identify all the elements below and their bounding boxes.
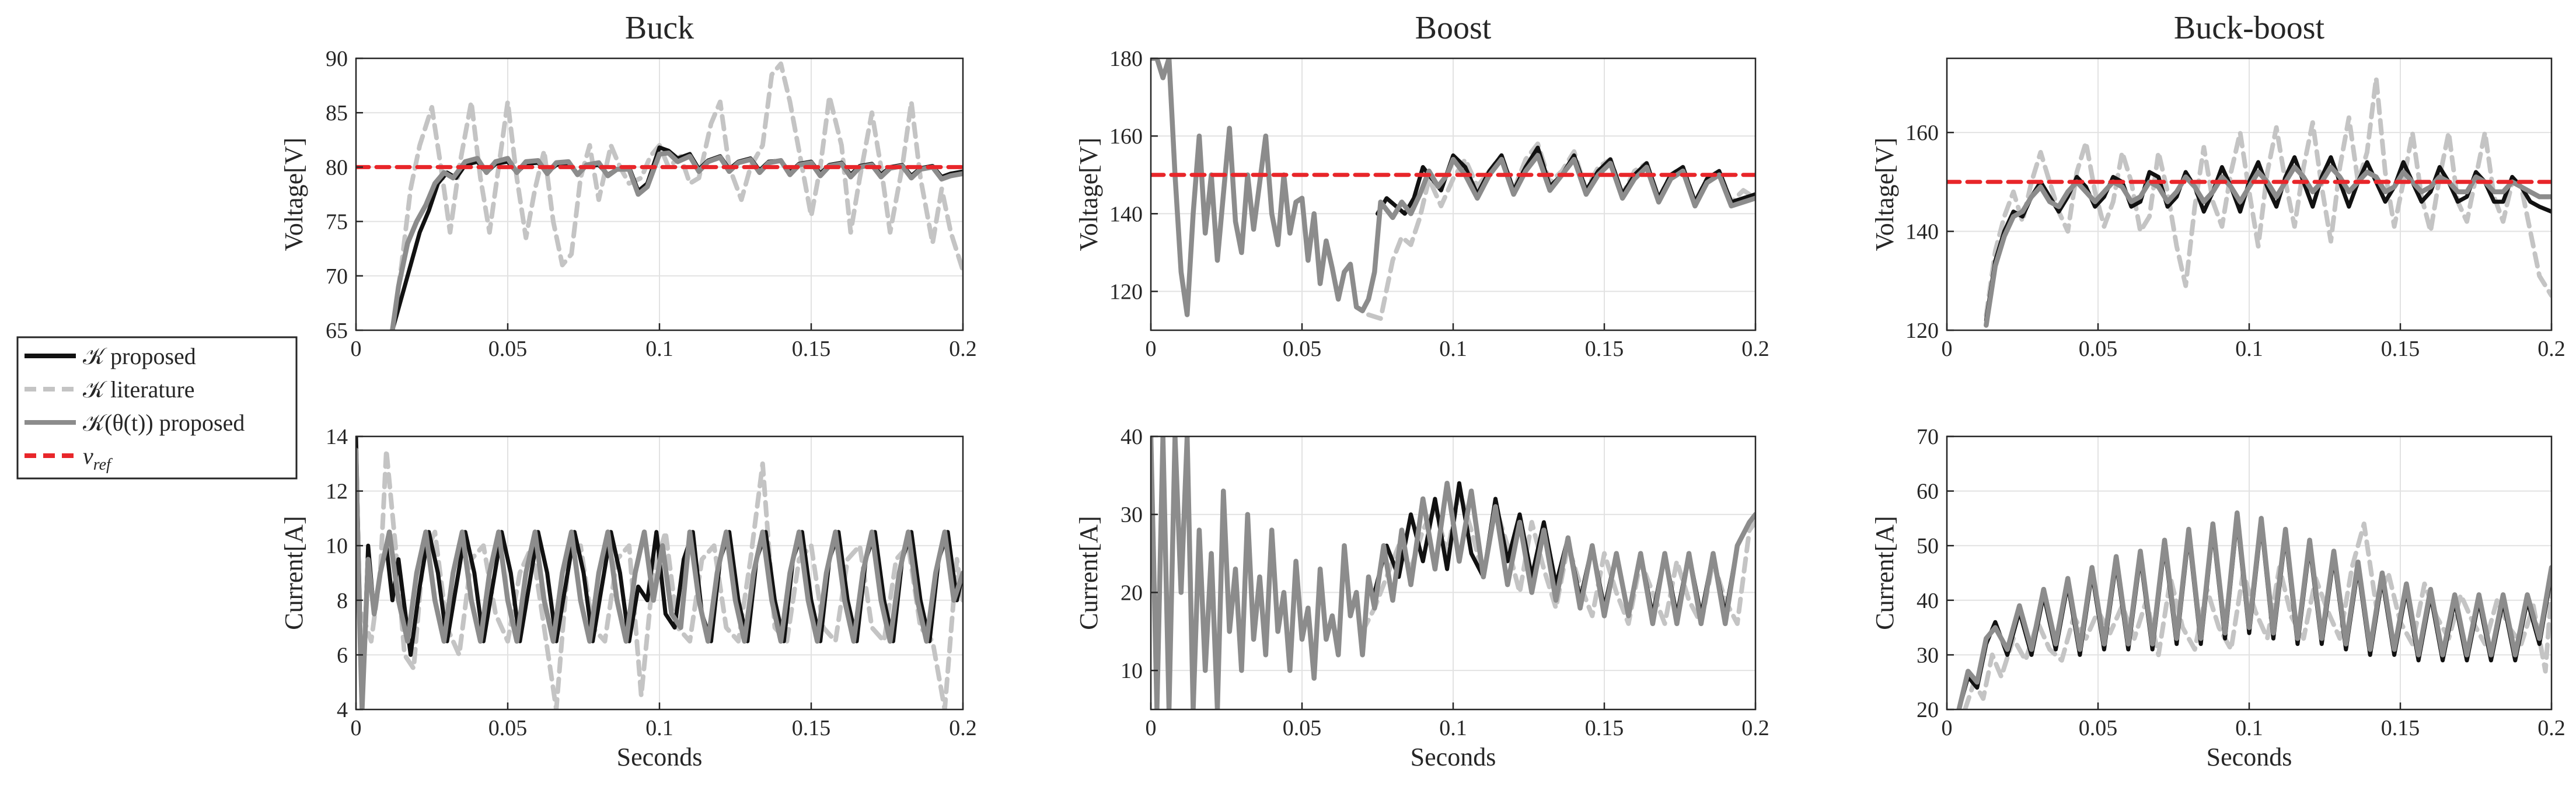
series-group [356,436,963,709]
x-tick-label: 0.15 [1585,716,1624,740]
y-tick-label: 12 [326,480,348,504]
series-line-k-theta-t-proposed [1151,436,1755,709]
x-tick-label: 0.1 [645,337,673,361]
y-tick-label: 75 [326,210,348,235]
y-tick-label: 10 [1121,659,1143,683]
series-group [356,61,963,330]
y-tick-label: 120 [1905,319,1939,343]
x-tick-label: 0 [1146,716,1157,740]
x-tick-label: 0.15 [1585,337,1624,361]
series-line-k-theta-t-proposed [1956,510,2551,709]
x-tick-label: 0.1 [1439,337,1467,361]
legend-label-proposed: 𝒦 proposed [83,343,196,369]
series-group [1151,58,1755,321]
chart-title: Buck [625,10,694,46]
chart-title: Boost [1415,10,1492,46]
y-tick-label: 40 [1121,425,1143,449]
y-tick-label: 70 [1917,425,1939,449]
y-axis-label: Current[A] [1870,516,1899,630]
x-tick-label: 0.2 [949,716,977,740]
x-tick-label: 0.2 [949,337,977,361]
panel-buckboost-voltage: 0 0.05 0.1 0.15 0.2 120 140 160 Buck-boost Voltag… [1870,10,2565,361]
legend: 𝒦 proposed 𝒦 literature 𝒦(θ(t)) proposed… [16,336,298,480]
y-tick-label: 60 [1917,480,1939,504]
x-tick-label: 0.15 [792,716,831,740]
x-axis-label: Seconds [617,743,703,771]
x-tick-label: 0.15 [2381,337,2420,361]
x-tick-label: 0 [351,716,362,740]
x-tick-label: 0 [1146,337,1157,361]
y-tick-label: 20 [1917,698,1939,722]
panel-boost-current: 0 0.05 0.1 0.15 0.2 10 20 30 40 Current[A] Seconds [1074,425,1769,771]
y-axis-label: Voltage[V] [280,138,308,251]
x-tick-label: 0.1 [2235,716,2263,740]
y-tick-label: 6 [337,643,348,667]
series-line-k-theta-t-proposed [390,150,963,330]
x-tick-label: 0.1 [2235,337,2263,361]
y-tick-label: 65 [326,319,348,343]
y-axis-label: Voltage[V] [1870,138,1899,251]
y-tick-label: 4 [337,698,348,722]
x-tick-label: 0.15 [2381,716,2420,740]
y-axis-label: Current[A] [1074,516,1103,630]
y-tick-label: 30 [1121,503,1143,527]
legend-label-theta: 𝒦(θ(t)) proposed [83,410,245,436]
series-line-k-literature [390,61,963,330]
y-tick-label: 40 [1917,589,1939,613]
legend-label-literature: 𝒦 literature [83,376,195,403]
x-tick-label: 0.1 [1439,716,1467,740]
y-tick-label: 160 [1905,121,1939,145]
x-axis-label: Seconds [2207,743,2292,771]
x-tick-label: 0 [1942,716,1953,740]
x-tick-label: 0.05 [1283,337,1322,361]
y-tick-label: 120 [1109,279,1143,304]
y-axis-label: Current[A] [280,516,308,630]
y-tick-label: 30 [1917,643,1939,667]
series-group [1151,436,1755,709]
x-tick-label: 0.2 [1741,337,1769,361]
x-tick-label: 0.2 [2537,716,2565,740]
x-tick-label: 0.05 [488,337,528,361]
chart-title: Buck-boost [2174,10,2325,46]
y-tick-label: 180 [1109,47,1143,71]
x-tick-label: 0.15 [792,337,831,361]
x-tick-label: 0.2 [2537,337,2565,361]
y-tick-label: 70 [326,264,348,289]
x-tick-label: 0.05 [2079,337,2118,361]
panel-buckboost-current: 0 0.05 0.1 0.15 0.2 20 30 40 50 60 70 Current[A] Sec… [1870,425,2565,771]
y-tick-label: 20 [1121,581,1143,605]
x-tick-label: 0.05 [1283,716,1322,740]
series-group [1956,510,2551,709]
panel-boost-voltage: 0 0.05 0.1 0.15 0.2 120 140 160 180 Boost Voltage[… [1074,10,1769,361]
x-tick-label: 0.05 [488,716,528,740]
panel-buck-voltage: 0 0.05 0.1 0.15 0.2 65 70 75 80 85 90 Buck Voltage[V… [280,10,977,361]
x-axis-label: Seconds [1411,743,1496,771]
legend-label-vref: vref [83,443,113,474]
y-tick-label: 90 [326,47,348,71]
y-tick-label: 140 [1109,202,1143,226]
x-tick-label: 0.1 [645,716,673,740]
x-tick-label: 0.05 [2079,716,2118,740]
series-line-k-theta-t-proposed [356,448,963,709]
y-tick-label: 14 [326,425,348,449]
y-tick-label: 80 [326,155,348,180]
panel-buck-current: 0 0.05 0.1 0.15 0.2 4 6 8 10 12 14 Current[A] Second… [280,425,977,771]
y-tick-label: 85 [326,101,348,125]
y-tick-label: 50 [1917,534,1939,558]
y-tick-label: 8 [337,589,348,613]
x-tick-label: 0 [351,337,362,361]
series-line-k-theta-t-proposed [1151,58,1755,317]
y-tick-label: 160 [1109,124,1143,149]
x-tick-label: 0.2 [1741,716,1769,740]
series-line-k-literature [1984,75,2551,318]
y-tick-label: 140 [1905,220,1939,244]
y-tick-label: 10 [326,534,348,558]
y-axis-label: Voltage[V] [1074,138,1103,251]
series-group [1947,75,2551,328]
x-tick-label: 0 [1942,337,1953,361]
